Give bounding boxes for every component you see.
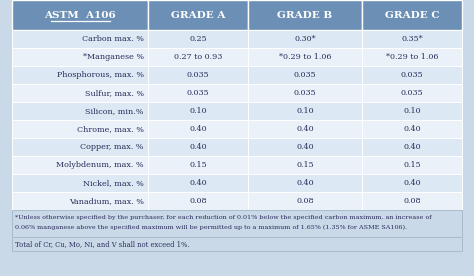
Text: 0.10: 0.10 xyxy=(403,107,421,115)
Bar xyxy=(248,84,362,102)
Text: Sulfur, max. %: Sulfur, max. % xyxy=(85,89,144,97)
Bar xyxy=(362,120,462,138)
Text: 0.15: 0.15 xyxy=(296,161,314,169)
Bar xyxy=(362,192,462,210)
Text: 0.08: 0.08 xyxy=(403,197,421,205)
Bar xyxy=(148,192,248,210)
Bar xyxy=(148,0,248,30)
Bar xyxy=(148,30,248,48)
Bar xyxy=(362,102,462,120)
Bar xyxy=(362,30,462,48)
Bar xyxy=(148,84,248,102)
Text: Phosphorous, max. %: Phosphorous, max. % xyxy=(57,71,144,79)
Bar xyxy=(148,156,248,174)
Text: 0.40: 0.40 xyxy=(403,143,421,151)
Bar xyxy=(12,0,148,30)
Text: Vanadium, max. %: Vanadium, max. % xyxy=(69,197,144,205)
Bar xyxy=(12,30,148,48)
Text: 0.40: 0.40 xyxy=(189,143,207,151)
Text: 0.25: 0.25 xyxy=(189,35,207,43)
Text: Nickel, max. %: Nickel, max. % xyxy=(83,179,144,187)
Text: Carbon max. %: Carbon max. % xyxy=(82,35,144,43)
Bar xyxy=(12,174,148,192)
Bar xyxy=(248,0,362,30)
Bar xyxy=(248,138,362,156)
Bar xyxy=(362,66,462,84)
Text: 0.15: 0.15 xyxy=(403,161,421,169)
Text: Copper, max. %: Copper, max. % xyxy=(81,143,144,151)
Bar xyxy=(12,66,148,84)
Bar xyxy=(148,138,248,156)
Text: 0.035: 0.035 xyxy=(187,89,210,97)
Bar xyxy=(148,48,248,66)
Bar xyxy=(362,48,462,66)
Bar xyxy=(12,48,148,66)
Text: 0.35*: 0.35* xyxy=(401,35,423,43)
Text: 0.30*: 0.30* xyxy=(294,35,316,43)
Text: 0.40: 0.40 xyxy=(403,125,421,133)
Text: 0.15: 0.15 xyxy=(189,161,207,169)
Text: *Unless otherwise specified by the purchaser, for each reduction of 0.01% below : *Unless otherwise specified by the purch… xyxy=(15,215,432,220)
Text: 0.27 to 0.93: 0.27 to 0.93 xyxy=(174,53,222,61)
Text: 0.40: 0.40 xyxy=(296,143,314,151)
Bar xyxy=(12,120,148,138)
Bar xyxy=(12,84,148,102)
Text: 0.40: 0.40 xyxy=(296,179,314,187)
Bar xyxy=(362,174,462,192)
Bar xyxy=(12,138,148,156)
Text: 0.40: 0.40 xyxy=(403,179,421,187)
Text: 0.035: 0.035 xyxy=(294,89,316,97)
Text: *Manganese %: *Manganese % xyxy=(83,53,144,61)
Bar xyxy=(12,156,148,174)
Text: 0.035: 0.035 xyxy=(401,89,423,97)
Bar xyxy=(248,156,362,174)
Text: 0.40: 0.40 xyxy=(296,125,314,133)
Text: Chrome, max. %: Chrome, max. % xyxy=(77,125,144,133)
Bar xyxy=(12,102,148,120)
Text: Total of Cr, Cu, Mo, Ni, and V shall not exceed 1%.: Total of Cr, Cu, Mo, Ni, and V shall not… xyxy=(15,240,190,248)
Text: *0.29 to 1.06: *0.29 to 1.06 xyxy=(386,53,438,61)
Text: 0.08: 0.08 xyxy=(189,197,207,205)
Text: ASTM  A106: ASTM A106 xyxy=(44,10,116,20)
Bar xyxy=(12,192,148,210)
Bar xyxy=(148,66,248,84)
Bar xyxy=(248,102,362,120)
Bar xyxy=(248,174,362,192)
Bar xyxy=(148,174,248,192)
Text: 0.40: 0.40 xyxy=(189,125,207,133)
Bar xyxy=(12,237,462,251)
Text: 0.035: 0.035 xyxy=(294,71,316,79)
Text: *0.29 to 1.06: *0.29 to 1.06 xyxy=(279,53,331,61)
Bar xyxy=(148,120,248,138)
Bar xyxy=(362,138,462,156)
Text: 0.10: 0.10 xyxy=(296,107,314,115)
Bar xyxy=(248,120,362,138)
Bar xyxy=(362,0,462,30)
Text: 0.035: 0.035 xyxy=(401,71,423,79)
Text: GRADE B: GRADE B xyxy=(277,10,333,20)
Text: 0.08: 0.08 xyxy=(296,197,314,205)
Bar xyxy=(12,210,462,237)
Text: Silicon, min.%: Silicon, min.% xyxy=(85,107,144,115)
Bar xyxy=(148,102,248,120)
Bar xyxy=(248,66,362,84)
Bar xyxy=(248,30,362,48)
Text: 0.06% manganese above the specified maximum will be permitted up to a maximum of: 0.06% manganese above the specified maxi… xyxy=(15,225,407,230)
Bar xyxy=(362,84,462,102)
Text: 0.035: 0.035 xyxy=(187,71,210,79)
Text: GRADE C: GRADE C xyxy=(385,10,439,20)
Text: GRADE A: GRADE A xyxy=(171,10,225,20)
Bar xyxy=(362,156,462,174)
Text: Molybdenum, max. %: Molybdenum, max. % xyxy=(56,161,144,169)
Text: 0.40: 0.40 xyxy=(189,179,207,187)
Text: 0.10: 0.10 xyxy=(189,107,207,115)
Bar xyxy=(248,48,362,66)
Bar xyxy=(248,192,362,210)
